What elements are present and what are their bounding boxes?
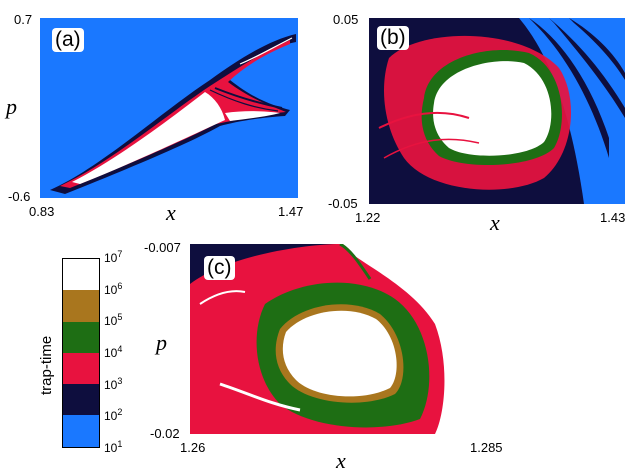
panel-a-label: (a) — [52, 28, 84, 52]
colorbar-tick-label: 103 — [104, 376, 122, 392]
colorbar-tick-exponent: 4 — [117, 344, 123, 354]
colorbar-tick-exponent: 5 — [117, 312, 123, 323]
colorbar-tick-base: 10 — [104, 441, 118, 455]
colorbar-tick-label: 105 — [104, 312, 122, 328]
colorbar-swatch-1e4 — [63, 352, 99, 385]
colorbar-swatch-1e7 — [63, 259, 99, 291]
colorbar-tick-base: 10 — [104, 314, 118, 329]
colorbar-tick-label: 107 — [104, 249, 122, 265]
colorbar-swatch-1e3 — [63, 384, 99, 416]
colorbar-tick-label: 102 — [104, 407, 122, 423]
panel-a-ylabel: p — [6, 94, 17, 119]
panel-c-y-max: -0.007 — [144, 240, 181, 255]
colorbar-tick-exponent: 1 — [117, 439, 123, 449]
colorbar-tick-base: 10 — [104, 346, 118, 360]
colorbar-tick-exponent: 2 — [117, 407, 123, 418]
panel-c-y-min: -0.02 — [150, 426, 180, 441]
panel-a-x-min: 0.83 — [29, 204, 55, 219]
panel-b-x-max: 1.43 — [600, 210, 626, 225]
panel-c-x-max: 1.285 — [470, 440, 503, 455]
panel-a-y-min: -0.6 — [8, 189, 31, 204]
panel-c-image — [190, 244, 610, 434]
panel-c-ylabel: p — [156, 330, 167, 355]
colorbar-swatch-1e6 — [63, 290, 99, 322]
colorbar-tick-label: 106 — [104, 281, 122, 297]
colorbar-tick-base: 10 — [104, 251, 118, 265]
panel-c-plot: (c) — [190, 244, 610, 434]
panel-b-y-max: 0.05 — [333, 12, 359, 27]
panel-a-plot: (a) — [40, 18, 298, 198]
colorbar-title: trap-time — [38, 335, 55, 395]
panel-b-plot: (b) — [369, 18, 625, 204]
colorbar-swatch-1e5 — [63, 321, 99, 353]
panel-b-label: (b) — [377, 26, 409, 50]
colorbar — [62, 258, 100, 448]
panel-a-y-max: 0.7 — [14, 12, 33, 27]
colorbar-tick-exponent: 3 — [117, 375, 123, 386]
panel-b-xlabel: x — [490, 210, 500, 235]
panel-a-x-max: 1.47 — [278, 204, 304, 219]
panel-b-image — [369, 18, 625, 204]
panel-b-x-min: 1.22 — [355, 210, 381, 225]
panel-c-x-min: 1.26 — [180, 440, 206, 455]
panel-a-xlabel: x — [166, 200, 176, 225]
panel-c-label: (c) — [204, 256, 235, 280]
colorbar-tick-exponent: 7 — [117, 249, 123, 259]
colorbar-tick-base: 10 — [104, 377, 118, 392]
colorbar-swatch-1e2 — [63, 415, 99, 447]
panel-c-xlabel: x — [336, 448, 346, 473]
colorbar-tick-base: 10 — [104, 282, 118, 297]
panel-a-image — [40, 18, 298, 198]
panel-b-y-min: -0.05 — [328, 196, 358, 211]
colorbar-tick-exponent: 6 — [117, 280, 123, 291]
colorbar-tick-base: 10 — [104, 409, 118, 424]
colorbar-tick-label: 101 — [104, 439, 122, 455]
colorbar-tick-label: 104 — [104, 344, 122, 360]
